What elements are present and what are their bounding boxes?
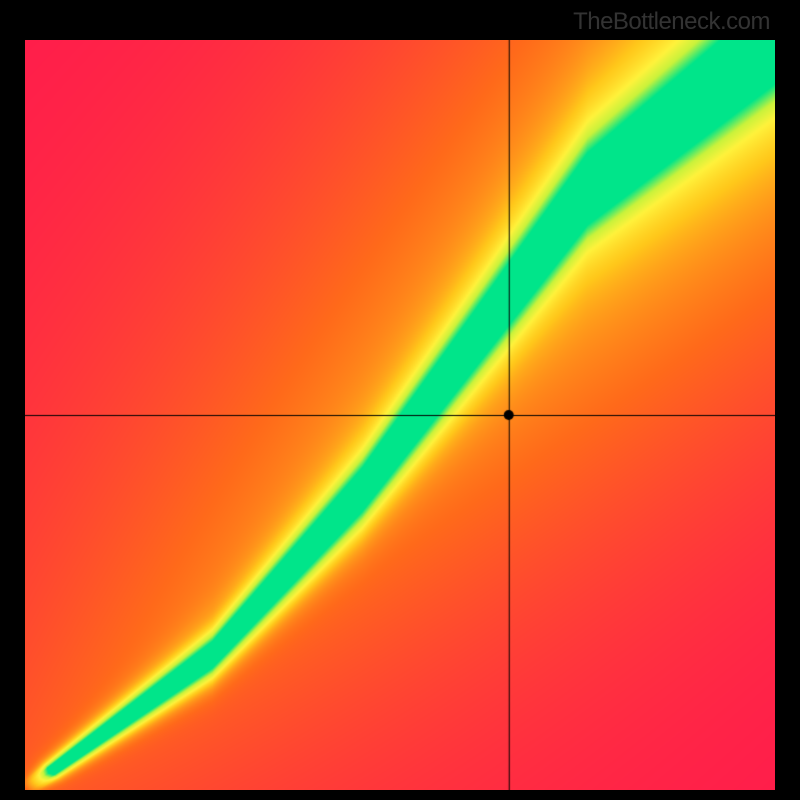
- watermark-text: TheBottleneck.com: [573, 8, 770, 36]
- chart-container: TheBottleneck.com: [0, 0, 800, 800]
- bottleneck-heatmap: [25, 40, 775, 790]
